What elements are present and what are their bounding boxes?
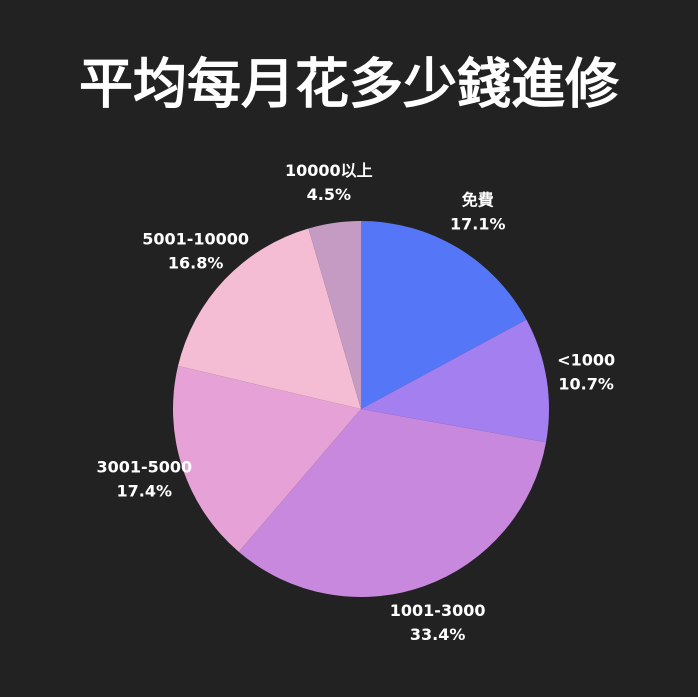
pie-slice bbox=[308, 221, 361, 409]
chart-title: 平均每月花多少錢進修 bbox=[79, 53, 620, 116]
slice-category: 3001-5000 bbox=[96, 457, 192, 476]
slice-value-label: 4.5% bbox=[307, 185, 351, 204]
pie-slice bbox=[238, 409, 547, 597]
slice-value-label: 17.1% bbox=[450, 215, 506, 234]
slice-category: 免費 bbox=[462, 191, 494, 210]
pie-slice bbox=[173, 365, 361, 552]
slice-category: 10000以上 bbox=[285, 161, 373, 180]
slice-value-label: 17.4% bbox=[117, 481, 173, 500]
slice-category: 1001-3000 bbox=[390, 601, 486, 620]
pie-slice bbox=[177, 228, 361, 409]
slice-category: <1000 bbox=[557, 350, 615, 369]
slice-value-label: 33.4% bbox=[410, 625, 466, 644]
slice-category: 5001-10000 bbox=[142, 230, 249, 249]
pie-slice bbox=[361, 319, 550, 443]
slice-value-label: 16.8% bbox=[168, 254, 224, 273]
pie-slice bbox=[361, 221, 527, 409]
slice-value-label: 10.7% bbox=[558, 374, 614, 393]
